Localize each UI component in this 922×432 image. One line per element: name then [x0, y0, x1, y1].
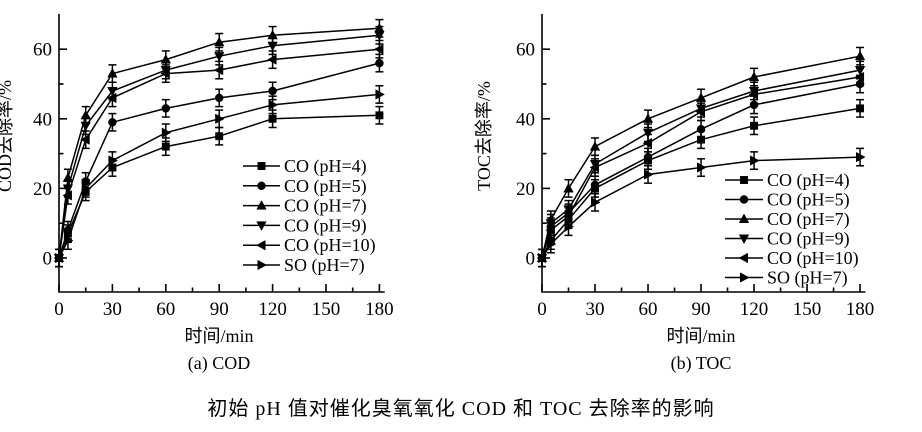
axes: 0 20 40 60 0 30 60 90 120 150 180 — [516, 14, 874, 320]
y-tick-label: 20 — [516, 179, 535, 200]
y-tick-label: 60 — [33, 40, 52, 61]
x-tick-label: 90 — [210, 299, 229, 320]
y-axis-title: COD去除率/% — [0, 80, 15, 192]
x-tick-label: 60 — [156, 299, 175, 320]
y-axis-title: TOC去除率/% — [474, 81, 494, 191]
y-tick-label: 40 — [33, 109, 52, 130]
x-axis-title: 时间/min — [666, 326, 735, 346]
toc-chart: 0 20 40 60 0 30 60 90 120 150 180 TOC去除率/% 时间/min (b)… — [474, 14, 874, 374]
axes: 0 20 40 60 0 30 60 90 120 150 180 — [33, 14, 394, 320]
panel-label: (b) TOC — [671, 353, 732, 374]
x-tick-label: 30 — [586, 299, 605, 320]
legend-label: CO (pH=7) — [767, 209, 850, 230]
y-tick-label: 60 — [516, 40, 535, 61]
y-tick-label: 20 — [33, 179, 52, 200]
x-tick-label: 120 — [258, 299, 287, 320]
legend-label: CO (pH=4) — [284, 156, 367, 177]
y-tick-label: 0 — [43, 249, 53, 270]
series-line — [541, 156, 861, 259]
legend: CO (pH=4)CO (pH=5)CO (pH=7)CO (pH=9)CO (… — [725, 170, 859, 289]
series-so-ph-7- — [55, 84, 385, 268]
panel-label: (a) COD — [188, 353, 250, 374]
series-line — [58, 34, 380, 259]
x-tick-label: 30 — [103, 299, 122, 320]
chart-row: 0 20 40 60 0 30 60 90 120 150 180 COD去除率/% 时间/min (a)… — [0, 14, 874, 374]
y-tick-label: 0 — [526, 249, 536, 270]
series-co-ph-10- — [53, 39, 384, 268]
legend-label: SO (pH=7) — [767, 268, 848, 289]
legend-label: CO (pH=5) — [767, 190, 850, 211]
legend-label: CO (pH=9) — [767, 229, 850, 250]
legend-label: SO (pH=7) — [284, 255, 365, 276]
x-tick-label: 120 — [740, 299, 769, 320]
x-tick-label: 150 — [312, 299, 341, 320]
legend-label: CO (pH=10) — [767, 248, 859, 269]
x-tick-label: 0 — [54, 299, 64, 320]
x-tick-label: 180 — [846, 299, 875, 320]
legend-label: CO (pH=9) — [284, 215, 367, 236]
x-tick-label: 150 — [793, 299, 822, 320]
x-axis-title: 时间/min — [184, 326, 253, 346]
series-line — [58, 114, 380, 259]
legend-label: CO (pH=4) — [767, 170, 850, 191]
legend-label: CO (pH=7) — [284, 196, 367, 217]
figure-caption: 初始 pH 值对催化臭氧氧化 COD 和 TOC 去除率的影响 — [207, 398, 715, 420]
legend-label: CO (pH=10) — [284, 235, 376, 256]
legend: CO (pH=4)CO (pH=5)CO (pH=7)CO (pH=9)CO (… — [243, 156, 376, 276]
series-so-ph-7- — [538, 147, 866, 268]
x-tick-label: 60 — [639, 299, 658, 320]
x-tick-label: 180 — [365, 299, 394, 320]
series-line — [58, 27, 380, 259]
cod-chart: 0 20 40 60 0 30 60 90 120 150 180 COD去除率/% 时间/min (a)… — [0, 14, 394, 374]
y-tick-label: 40 — [516, 109, 535, 130]
x-tick-label: 90 — [692, 299, 711, 320]
legend-label: CO (pH=5) — [284, 176, 367, 197]
x-tick-label: 0 — [537, 299, 547, 320]
